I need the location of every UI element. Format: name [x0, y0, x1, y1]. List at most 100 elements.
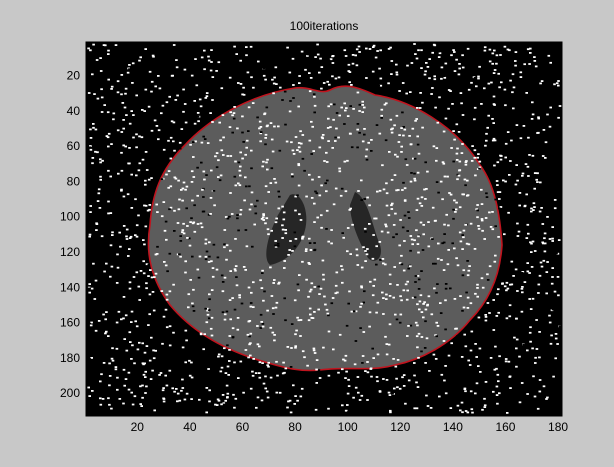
noise-pixel — [320, 226, 323, 229]
noise-pixel — [267, 361, 270, 364]
noise-pixel — [330, 242, 333, 245]
noise-pixel — [494, 198, 497, 201]
noise-pixel — [461, 66, 465, 69]
noise-pixel — [426, 303, 429, 306]
noise-pixel — [244, 153, 247, 156]
noise-pixel — [286, 46, 289, 49]
noise-pixel — [526, 270, 530, 273]
noise-pixel — [420, 196, 424, 199]
noise-pixel — [299, 395, 303, 398]
noise-pixel — [262, 382, 266, 385]
noise-pixel — [153, 382, 157, 385]
noise-pixel — [140, 136, 144, 139]
noise-pixel — [515, 317, 518, 320]
noise-pixel — [470, 81, 473, 84]
noise-pixel — [390, 179, 394, 181]
noise-pixel — [531, 297, 535, 300]
noise-pixel — [341, 368, 344, 371]
noise-pixel — [151, 292, 154, 295]
noise-pixel — [234, 269, 237, 272]
noise-pixel — [252, 306, 255, 308]
noise-pixel — [345, 107, 348, 109]
noise-pixel — [202, 196, 205, 198]
noise-pixel — [455, 201, 458, 204]
noise-pixel — [315, 382, 318, 384]
noise-pixel — [416, 107, 419, 109]
x-tick-label: 140 — [443, 420, 463, 434]
noise-pixel — [505, 412, 509, 414]
noise-pixel — [122, 317, 125, 320]
noise-pixel — [259, 279, 262, 282]
noise-pixel — [490, 81, 493, 84]
noise-pixel — [203, 49, 206, 52]
noise-pixel — [177, 179, 180, 182]
noise-pixel — [253, 223, 256, 226]
noise-pixel — [300, 387, 304, 390]
noise-pixel — [416, 171, 420, 174]
noise-pixel — [131, 62, 135, 65]
noise-pixel — [409, 235, 413, 237]
noise-pixel — [142, 239, 145, 241]
noise-pixel — [125, 235, 128, 238]
noise-pixel — [454, 211, 457, 213]
noise-pixel — [308, 72, 311, 74]
noise-pixel — [153, 144, 156, 147]
noise-pixel — [452, 208, 455, 211]
noise-pixel — [207, 59, 211, 62]
noise-pixel — [390, 60, 394, 62]
noise-pixel — [397, 141, 401, 143]
noise-pixel — [293, 299, 297, 302]
noise-pixel — [239, 83, 243, 85]
noise-pixel — [321, 137, 324, 140]
noise-pixel — [343, 49, 347, 52]
noise-pixel — [260, 218, 264, 220]
noise-pixel — [119, 245, 122, 248]
noise-pixel — [262, 68, 266, 70]
noise-pixel — [100, 111, 104, 113]
noise-pixel — [535, 319, 538, 321]
noise-pixel — [207, 309, 211, 311]
noise-pixel — [310, 70, 313, 73]
noise-pixel — [532, 202, 536, 205]
noise-pixel — [369, 368, 373, 370]
noise-pixel — [360, 285, 363, 288]
noise-pixel — [522, 237, 525, 240]
y-tick-label: 60 — [67, 139, 81, 153]
noise-pixel — [437, 56, 441, 58]
noise-pixel — [509, 387, 512, 389]
noise-pixel — [400, 254, 403, 257]
noise-pixel — [383, 103, 387, 106]
noise-pixel — [92, 262, 95, 265]
noise-pixel — [495, 394, 499, 396]
noise-pixel — [295, 329, 298, 332]
noise-pixel — [221, 114, 225, 116]
noise-pixel — [301, 237, 304, 240]
noise-pixel — [354, 310, 358, 313]
noise-pixel — [114, 368, 118, 371]
noise-pixel — [327, 117, 330, 120]
noise-pixel — [107, 78, 110, 81]
noise-pixel — [515, 124, 519, 126]
noise-pixel — [378, 189, 382, 192]
noise-pixel — [544, 141, 548, 144]
noise-pixel — [205, 95, 209, 98]
noise-pixel — [107, 200, 110, 203]
noise-pixel — [395, 318, 399, 321]
noise-pixel — [467, 359, 470, 362]
noise-pixel — [410, 172, 413, 174]
noise-pixel — [426, 170, 429, 173]
noise-pixel — [184, 329, 188, 332]
noise-pixel — [130, 207, 134, 209]
noise-pixel — [189, 279, 192, 281]
noise-pixel — [175, 54, 178, 57]
noise-pixel — [92, 126, 95, 129]
noise-pixel — [255, 406, 258, 409]
noise-pixel — [152, 55, 155, 58]
noise-pixel — [173, 149, 176, 152]
noise-pixel — [219, 370, 223, 373]
noise-pixel — [486, 279, 490, 281]
noise-pixel — [417, 152, 421, 155]
noise-pixel — [111, 332, 115, 335]
noise-pixel — [179, 235, 182, 237]
noise-pixel — [407, 267, 410, 270]
